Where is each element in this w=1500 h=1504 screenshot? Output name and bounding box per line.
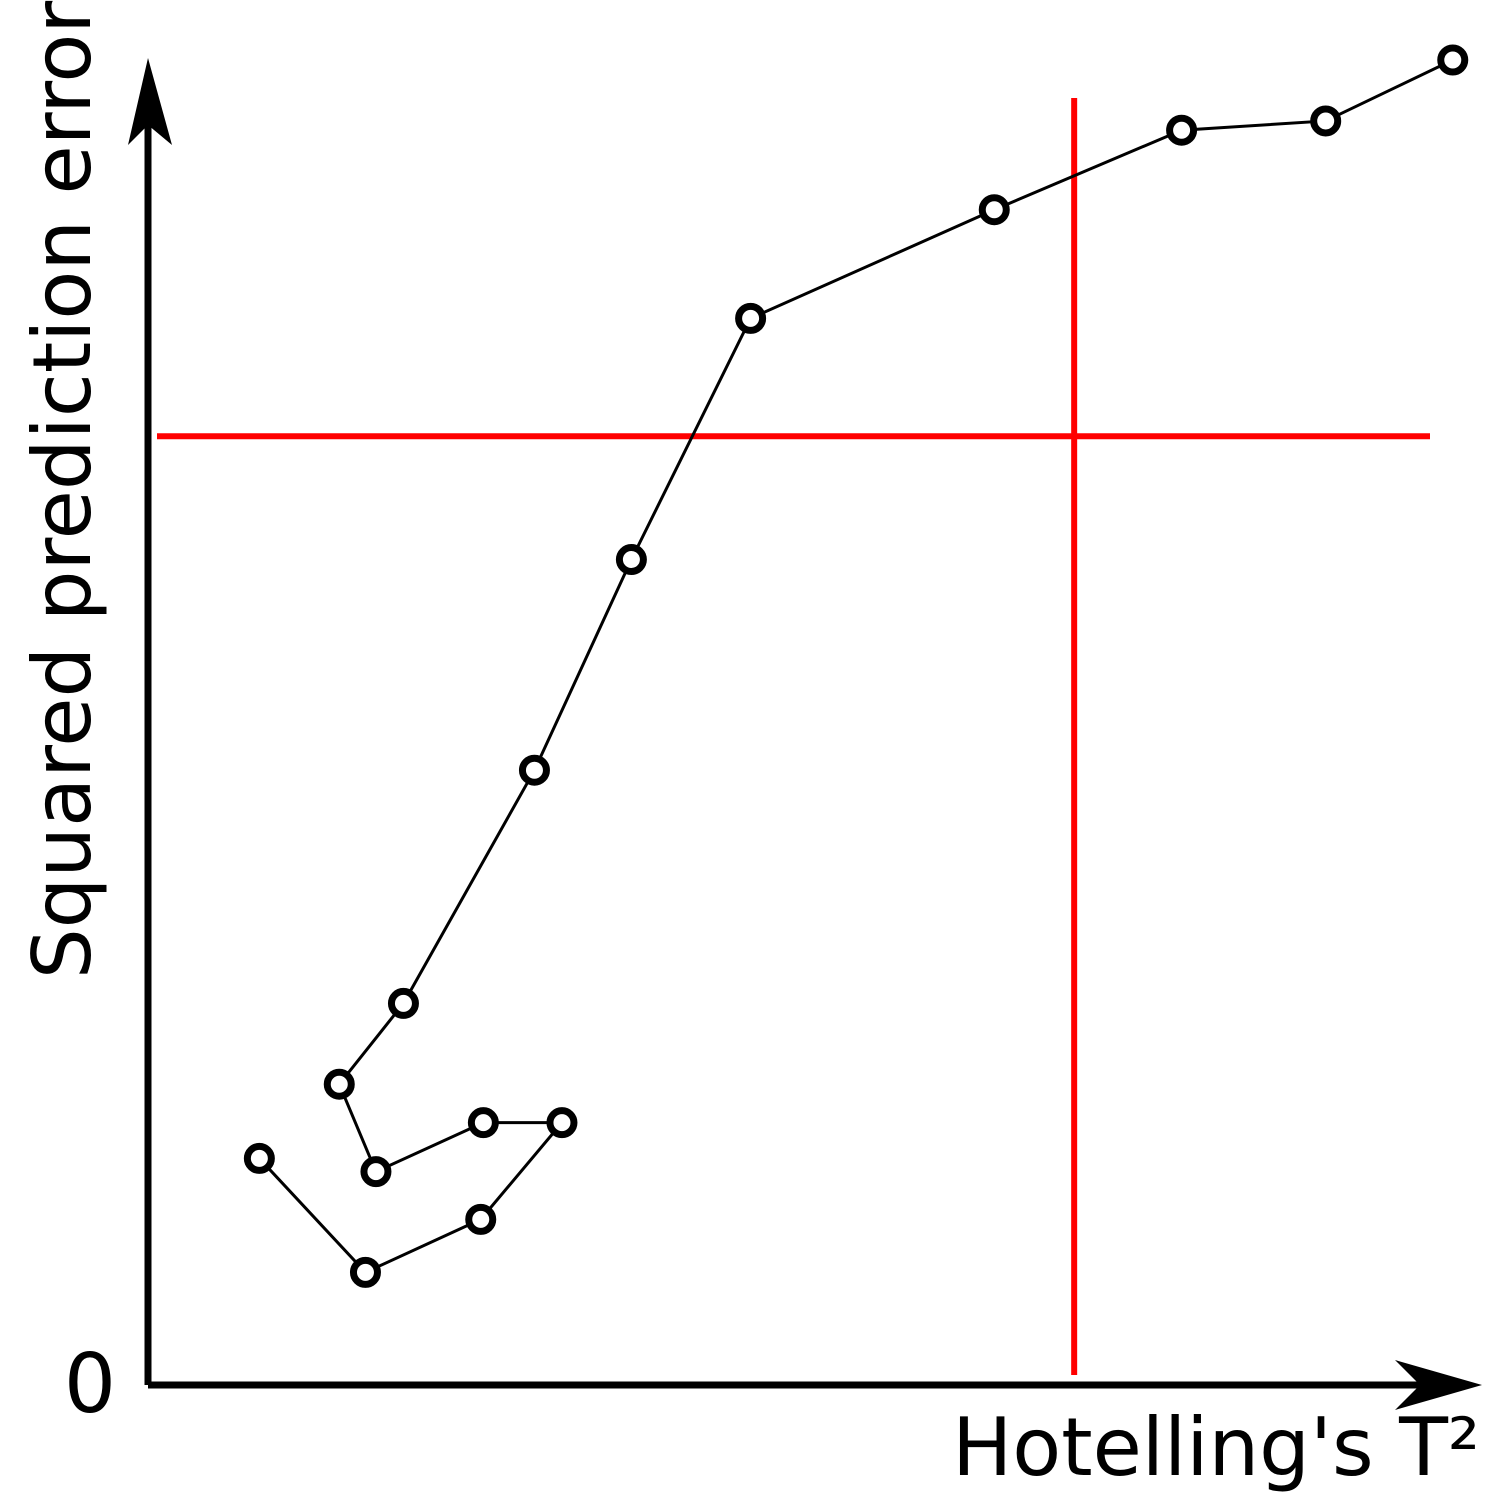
y-axis-label: Squared prediction error	[16, 1, 109, 979]
data-point	[546, 1107, 578, 1139]
data-point	[1437, 44, 1469, 76]
data-point	[518, 754, 550, 786]
data-point	[615, 544, 647, 576]
data-point	[1310, 105, 1342, 137]
data-point	[243, 1142, 275, 1174]
y-axis-arrow	[128, 58, 172, 145]
data-point	[467, 1107, 499, 1139]
x-axis-label: Hotelling's T²	[952, 1401, 1480, 1494]
x-axis-arrow	[1395, 1360, 1482, 1410]
data-point	[1166, 114, 1198, 146]
data-point	[465, 1203, 497, 1235]
data-point	[387, 987, 419, 1019]
axes	[128, 58, 1482, 1410]
data-point	[349, 1256, 381, 1288]
data-line	[258, 58, 1454, 1275]
data-point	[735, 302, 767, 334]
y-tick-label: 0	[64, 1337, 116, 1432]
data-point	[978, 194, 1010, 226]
data-point	[323, 1068, 355, 1100]
data-point	[360, 1156, 392, 1188]
